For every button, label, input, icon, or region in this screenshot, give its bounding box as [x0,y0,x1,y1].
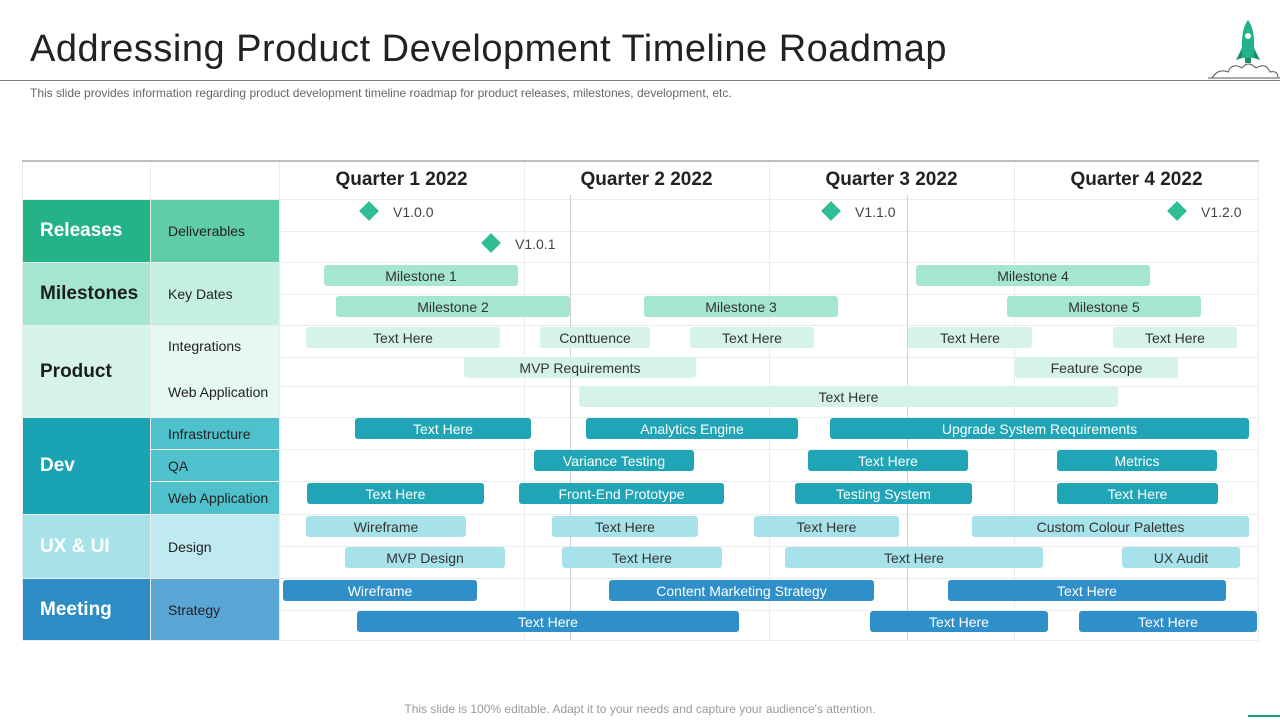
meeting-task-bar: Text Here [357,611,739,632]
footer-accent-line [1248,715,1280,717]
quarter-header: Quarter 4 2022 [1070,169,1203,190]
grid-line [1258,162,1259,640]
dev-task-bar: Text Here [355,418,531,439]
subcategory-dev-web-application: Web Application [151,482,279,514]
grid-line [22,514,1259,515]
quarter-header: Quarter 3 2022 [825,169,958,190]
category-meeting: Meeting [23,579,150,640]
meeting-task-bar: Wireframe [283,580,477,601]
dev-task-bar: Text Here [307,483,484,504]
dev-task-bar: Variance Testing [534,450,694,471]
release-diamond-icon [821,201,841,221]
grid-line [22,262,1259,263]
release-diamond-icon [1167,201,1187,221]
dev-task-bar: Testing System [795,483,972,504]
rocket-icon [1208,20,1280,79]
release-label: V1.0.0 [393,204,434,220]
release-label: V1.0.1 [515,236,556,252]
subcategory-web-application: Web Application [151,366,279,417]
category-milestones: Milestones [23,263,150,325]
release-diamond-icon [481,233,501,253]
ux-task-bar: Text Here [552,516,698,537]
subcategory-key-dates: Key Dates [151,263,279,325]
subcategory-design: Design [151,515,279,578]
milestone-bar: Milestone 1 [324,265,518,286]
grid-line [22,578,1259,579]
ux-task-bar: Text Here [562,547,722,568]
release-label: V1.2.0 [1201,204,1242,220]
product-task-bar: Text Here [306,327,500,348]
product-task-bar: Text Here [1113,327,1237,348]
subcategory-integrations: Integrations [151,326,279,366]
grid-line [22,325,1259,326]
category-product: Product [23,326,150,417]
dev-task-bar: Text Here [808,450,968,471]
grid-line [150,162,151,640]
product-task-bar: Text Here [690,327,814,348]
release-diamond-icon [359,201,379,221]
page-title: Addressing Product Development Timeline … [30,28,947,70]
subcategory-strategy: Strategy [151,579,279,640]
milestone-bar: Milestone 2 [336,296,570,317]
category-releases: Releases [23,200,150,262]
grid-line [22,417,1259,418]
subcategory-deliverables: Deliverables [151,200,279,262]
grid-line [279,162,280,640]
product-task-bar: Conttuence [540,327,650,348]
meeting-task-bar: Text Here [948,580,1226,601]
dev-task-bar: Text Here [1057,483,1218,504]
quarter-header: Quarter 2 2022 [580,169,713,190]
title-divider [0,80,1280,81]
grid-line [22,199,1259,200]
ux-task-bar: Wireframe [306,516,466,537]
meeting-task-bar: Text Here [1079,611,1257,632]
product-task-bar: MVP Requirements [464,357,696,378]
ux-task-bar: MVP Design [345,547,505,568]
timeline-marker-line [570,195,571,640]
product-task-bar: Text Here [579,386,1118,407]
category-dev: Dev [23,418,150,514]
meeting-task-bar: Text Here [870,611,1048,632]
subcategory-qa: QA [151,450,279,481]
product-task-bar: Feature Scope [1015,357,1178,378]
category-ux-ui: UX & UI [23,515,150,578]
footer-note: This slide is 100% editable. Adapt it to… [404,702,876,716]
milestone-bar: Milestone 4 [916,265,1150,286]
subcategory-infrastructure: Infrastructure [151,418,279,449]
grid-line [22,640,1259,641]
dev-task-bar: Analytics Engine [586,418,798,439]
roadmap-top-border [22,160,1259,162]
dev-task-bar: Metrics [1057,450,1217,471]
ux-task-bar: Text Here [754,516,899,537]
grid-line [22,162,23,640]
ux-task-bar: Text Here [785,547,1043,568]
milestone-bar: Milestone 3 [644,296,838,317]
dev-task-bar: Upgrade System Requirements [830,418,1249,439]
page-subtitle: This slide provides information regardin… [30,86,732,100]
milestone-bar: Milestone 5 [1007,296,1201,317]
ux-task-bar: UX Audit [1122,547,1240,568]
meeting-task-bar: Content Marketing Strategy [609,580,874,601]
ux-task-bar: Custom Colour Palettes [972,516,1249,537]
dev-task-bar: Front-End Prototype [519,483,724,504]
grid-line [524,162,525,640]
release-label: V1.1.0 [855,204,896,220]
quarter-header: Quarter 1 2022 [335,169,468,190]
product-task-bar: Text Here [908,327,1032,348]
timeline-marker-line [907,195,908,640]
